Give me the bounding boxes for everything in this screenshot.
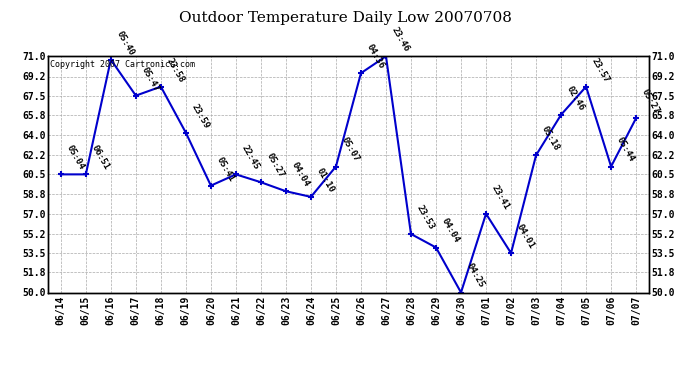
Text: 05:07: 05:07 <box>340 136 362 164</box>
Text: 05:41: 05:41 <box>215 155 236 183</box>
Text: 23:59: 23:59 <box>190 102 211 130</box>
Text: 23:41: 23:41 <box>490 183 511 211</box>
Text: 05:27: 05:27 <box>640 88 662 116</box>
Text: 23:57: 23:57 <box>590 56 611 84</box>
Text: 05:18: 05:18 <box>540 125 562 153</box>
Text: 05:40: 05:40 <box>115 29 136 57</box>
Text: 23:53: 23:53 <box>415 204 436 231</box>
Text: 05:47: 05:47 <box>140 65 161 93</box>
Text: 23:46: 23:46 <box>390 26 411 54</box>
Text: 04:04: 04:04 <box>290 161 311 189</box>
Text: 04:25: 04:25 <box>465 262 486 290</box>
Text: 06:51: 06:51 <box>90 144 111 172</box>
Text: 04:01: 04:01 <box>515 223 536 251</box>
Text: Copyright 2007 Cartronics.com: Copyright 2007 Cartronics.com <box>50 60 195 69</box>
Text: 01:10: 01:10 <box>315 166 336 194</box>
Text: Outdoor Temperature Daily Low 20070708: Outdoor Temperature Daily Low 20070708 <box>179 11 511 25</box>
Text: 05:44: 05:44 <box>615 136 636 164</box>
Text: 05:04: 05:04 <box>65 144 86 172</box>
Text: 04:04: 04:04 <box>440 217 462 245</box>
Text: 05:27: 05:27 <box>265 152 286 180</box>
Text: 22:45: 22:45 <box>240 144 262 172</box>
Text: 23:58: 23:58 <box>165 56 186 84</box>
Text: 02:46: 02:46 <box>565 84 586 112</box>
Text: 04:36: 04:36 <box>365 43 386 70</box>
